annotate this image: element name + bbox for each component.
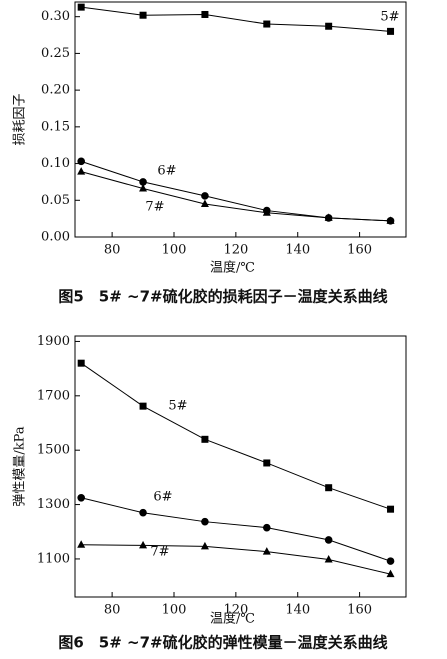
y-tick-label: 1500 [37, 443, 70, 458]
y-tick-label: 0.10 [41, 156, 70, 171]
marker [200, 541, 209, 550]
marker [77, 157, 85, 166]
marker [325, 484, 333, 492]
marker [386, 216, 395, 224]
marker [201, 192, 209, 200]
series-line [81, 497, 391, 562]
marker [77, 359, 85, 367]
series-line [81, 171, 391, 222]
marker [200, 199, 209, 207]
marker [324, 536, 333, 544]
x-tick-label: 100 [162, 603, 187, 618]
x-tick-label: 140 [285, 243, 310, 258]
marker [263, 20, 271, 28]
x-tick-label: 80 [104, 603, 121, 618]
x-tick-label: 80 [104, 243, 121, 258]
y-tick-label: 1100 [37, 551, 70, 566]
marker [77, 167, 86, 175]
plot-frame [74, 335, 407, 598]
x-tick-label: 120 [223, 243, 248, 258]
marker [262, 208, 271, 216]
marker [77, 3, 85, 11]
figure-caption: 图6 5# ~7#硫化胶的弹性模量－温度关系曲线 [58, 634, 387, 652]
series-line [81, 6, 391, 32]
y-tick-label: 1900 [37, 334, 70, 349]
series-line [81, 160, 391, 222]
marker [387, 505, 395, 513]
series-label: 6# [153, 490, 172, 505]
marker [139, 184, 148, 192]
marker [77, 493, 85, 502]
series-label: 5# [380, 10, 399, 25]
y-tick-label: 0.20 [41, 83, 70, 98]
y-tick-label: 0.15 [41, 119, 70, 134]
marker [201, 435, 209, 443]
marker [201, 10, 209, 18]
x-axis-label: 温度/℃ [210, 260, 255, 276]
y-tick-label: 1300 [37, 497, 70, 512]
marker [387, 27, 395, 35]
x-tick-label: 120 [223, 603, 248, 618]
marker [139, 402, 147, 410]
marker [263, 459, 271, 467]
marker [262, 547, 271, 555]
marker [386, 569, 395, 578]
y-axis-label: 损耗因子 [13, 93, 28, 145]
y-tick-label: 0.30 [41, 9, 70, 24]
y-tick-label: 1700 [37, 388, 70, 403]
x-tick-label: 160 [347, 603, 372, 618]
x-tick-label: 160 [347, 243, 372, 258]
plot-frame [74, 1, 407, 238]
marker [139, 540, 148, 549]
y-tick-label: 0.25 [41, 46, 70, 61]
marker [139, 11, 147, 19]
x-tick-label: 140 [285, 603, 310, 618]
marker [324, 554, 333, 563]
marker [139, 508, 147, 517]
x-axis-label: 温度/℃ [210, 611, 255, 627]
marker [324, 213, 333, 221]
figure-caption: 图5 5# ~7#硫化胶的损耗因子－温度关系曲线 [58, 288, 387, 306]
marker [201, 517, 209, 526]
series-label: 7# [145, 200, 164, 215]
series-line [80, 362, 391, 510]
marker [262, 523, 271, 532]
marker [77, 540, 86, 548]
series-label: 6# [157, 164, 176, 179]
x-tick-label: 100 [162, 243, 187, 258]
series-label: 5# [168, 399, 187, 414]
series-label: 7# [150, 545, 169, 560]
series-line [81, 544, 391, 575]
y-axis-label: 弹性模量/kPa [13, 426, 28, 506]
marker [139, 178, 147, 186]
y-tick-label: 0.00 [41, 230, 70, 245]
marker [325, 22, 333, 30]
marker [386, 557, 395, 565]
y-tick-label: 0.05 [41, 193, 70, 208]
